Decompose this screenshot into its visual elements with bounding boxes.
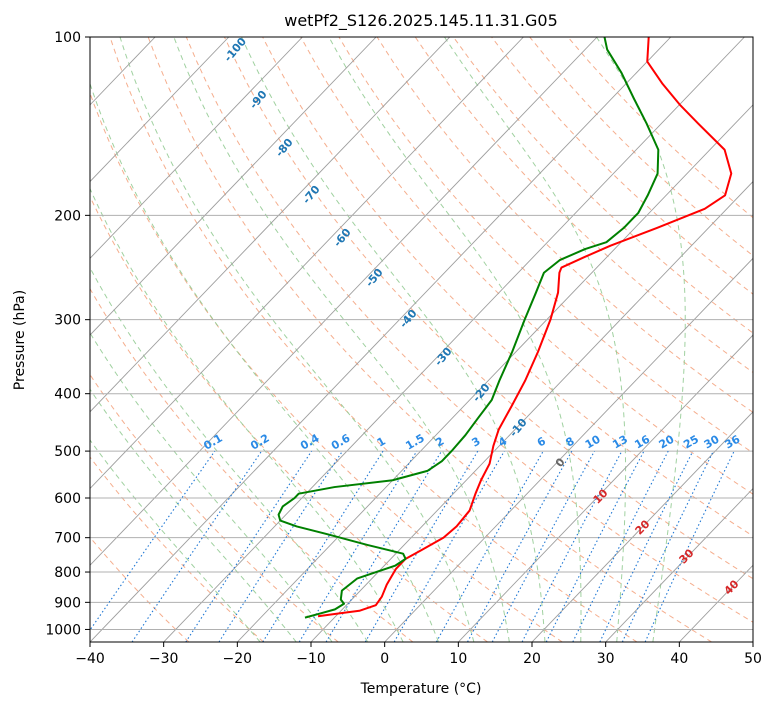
moist-adiabat bbox=[90, 331, 333, 642]
isotherm-line bbox=[90, 37, 377, 336]
dry-adiabat bbox=[262, 37, 753, 537]
moist-adiabat bbox=[173, 37, 510, 642]
moist-adiabat bbox=[90, 266, 369, 642]
isotherm-line bbox=[237, 104, 753, 642]
mixing-ratio-line bbox=[185, 450, 313, 642]
mixing-ratio-line bbox=[491, 450, 595, 642]
y-tick-label: 400 bbox=[54, 387, 81, 403]
moist-adiabat bbox=[596, 37, 686, 642]
chart-title: wetPf2_S126.2025.145.11.31.G05 bbox=[284, 11, 558, 31]
dry-adiabat bbox=[90, 373, 339, 642]
y-tick-label: 200 bbox=[54, 208, 81, 224]
isotherm-line bbox=[163, 37, 745, 642]
dry-adiabat bbox=[109, 37, 638, 642]
mixing-ratio-line bbox=[467, 450, 573, 642]
isotherm-line bbox=[90, 37, 524, 490]
x-tick-label: 0 bbox=[380, 651, 389, 667]
isotherm-line bbox=[458, 334, 753, 642]
isotherm-line bbox=[90, 37, 451, 413]
isotherm-line bbox=[384, 257, 753, 642]
isotherm-line bbox=[90, 37, 303, 259]
dry-adiabat bbox=[452, 37, 753, 334]
y-tick-label: 100 bbox=[54, 30, 81, 46]
moist-adiabat bbox=[90, 82, 439, 642]
dry-adiabat bbox=[185, 37, 753, 623]
x-tick-label: −20 bbox=[223, 651, 253, 667]
moist-adiabat bbox=[90, 439, 261, 642]
mixing-ratio-line bbox=[262, 450, 384, 642]
y-axis-label: Pressure (hPa) bbox=[12, 290, 28, 390]
dry-adiabat bbox=[147, 37, 712, 642]
temperature-profile bbox=[317, 37, 733, 618]
y-tick-label: 900 bbox=[54, 595, 81, 611]
profile-series bbox=[277, 37, 733, 619]
isotherm-line bbox=[90, 37, 672, 642]
dry-adiabat bbox=[90, 287, 414, 642]
grid-lines bbox=[90, 37, 753, 642]
x-tick-label: −30 bbox=[149, 651, 179, 667]
x-tick-label: 10 bbox=[449, 651, 467, 667]
isotherm-line bbox=[90, 37, 598, 566]
dry-adiabat bbox=[90, 91, 563, 642]
moist-adiabat bbox=[444, 37, 627, 642]
moist-adiabat bbox=[90, 388, 297, 642]
y-tick-label: 700 bbox=[54, 531, 81, 547]
isotherm-line bbox=[90, 37, 230, 183]
moist-adiabat bbox=[328, 37, 582, 642]
y-tick-label: 1000 bbox=[45, 622, 81, 638]
isotherm-line bbox=[310, 180, 753, 642]
axes: −40 −30 −20 −10 0 10 20 30 40 50 100 200 300 400 500 60… bbox=[45, 30, 762, 667]
mixing-ratio-line bbox=[435, 450, 544, 642]
mixing-ratio-line bbox=[298, 450, 418, 642]
x-tick-label: −10 bbox=[296, 651, 326, 667]
dry-adiabat bbox=[300, 37, 753, 495]
dry-adiabat bbox=[90, 195, 488, 642]
mixing-ratio-line bbox=[545, 450, 645, 642]
dry-adiabat bbox=[223, 37, 753, 580]
mixing-ratio-line bbox=[572, 450, 669, 642]
y-tick-label: 300 bbox=[54, 313, 81, 329]
x-tick-label: −40 bbox=[75, 651, 105, 667]
dry-adiabat bbox=[338, 37, 753, 454]
isotherm-line bbox=[605, 487, 753, 642]
moist-adiabat bbox=[241, 37, 546, 642]
mixing-ratio-line bbox=[325, 450, 443, 642]
mixing-ratio-line bbox=[90, 450, 216, 632]
plot-frame bbox=[89, 36, 754, 643]
dewpoint-profile bbox=[277, 37, 660, 619]
x-tick-label: 40 bbox=[670, 651, 688, 667]
y-tick-label: 600 bbox=[54, 491, 81, 507]
y-tick-label: 500 bbox=[54, 444, 81, 460]
isotherm-line bbox=[531, 411, 753, 642]
x-tick-label: 30 bbox=[597, 651, 615, 667]
x-axis-label: Temperature (°C) bbox=[360, 681, 482, 697]
x-tick-label: 50 bbox=[744, 651, 762, 667]
mixing-ratio-line bbox=[218, 450, 343, 642]
dry-adiabat bbox=[90, 456, 264, 642]
x-tick-label: 20 bbox=[523, 651, 541, 667]
mixing-ratio-line bbox=[131, 450, 263, 642]
y-tick-label: 800 bbox=[54, 565, 81, 581]
